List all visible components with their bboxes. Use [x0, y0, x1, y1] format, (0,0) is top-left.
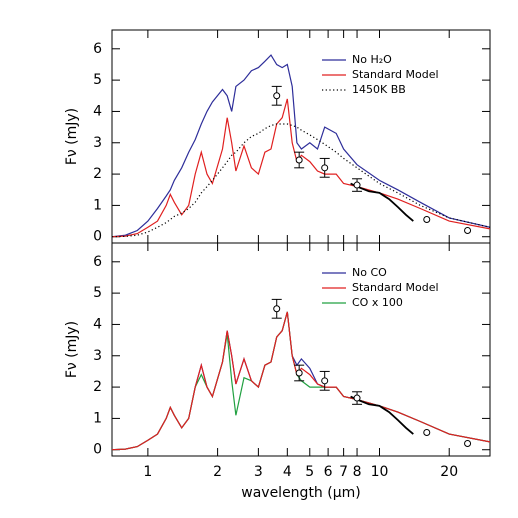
observation: [423, 429, 431, 437]
x-tick-label: 2: [213, 464, 222, 480]
y-tick-label: 6: [93, 41, 102, 57]
x-tick-label: 20: [440, 464, 458, 480]
x-tick-label: 6: [324, 464, 333, 480]
legend-label: 1450K BB: [352, 83, 406, 96]
observation: [295, 156, 303, 164]
y-tick-label: 2: [93, 166, 102, 182]
series-line: [112, 98, 490, 238]
y-axis-label: Fν (mJy): [64, 321, 80, 378]
x-tick-label: 5: [305, 464, 314, 480]
observation: [423, 216, 431, 224]
x-tick-label: 7: [339, 464, 348, 480]
y-tick-label: 5: [93, 285, 102, 301]
y-tick-label: 1: [93, 197, 102, 213]
observation: [321, 377, 329, 385]
y-axis-label: Fν (mJy): [64, 108, 80, 165]
legend-label: No H₂O: [352, 53, 392, 66]
y-tick-label: 5: [93, 72, 102, 88]
series-line: [112, 123, 490, 238]
x-tick-label: 8: [353, 464, 362, 480]
series-line: [112, 311, 490, 451]
series-line: [350, 182, 414, 222]
legend-label: No CO: [352, 266, 387, 279]
observation: [353, 394, 361, 402]
series-line: [350, 395, 414, 435]
x-tick-label: 4: [283, 464, 292, 480]
x-tick-label: 1: [143, 464, 152, 480]
x-axis-label: wavelength (μm): [241, 485, 360, 501]
legend-label: Standard Model: [352, 68, 439, 81]
legend-label: Standard Model: [352, 281, 439, 294]
y-tick-label: 0: [93, 442, 102, 458]
observation: [295, 369, 303, 377]
series-line: [112, 54, 490, 238]
y-tick-label: 1: [93, 410, 102, 426]
y-tick-label: 2: [93, 379, 102, 395]
observation: [353, 181, 361, 189]
y-tick-label: 3: [93, 348, 102, 364]
observation: [273, 305, 281, 313]
y-tick-label: 6: [93, 254, 102, 270]
observation: [321, 164, 329, 172]
observation: [464, 226, 472, 234]
y-tick-label: 4: [93, 103, 102, 119]
y-tick-label: 3: [93, 135, 102, 151]
y-tick-label: 0: [93, 229, 102, 245]
y-tick-label: 4: [93, 316, 102, 332]
plot-frame: [111, 242, 491, 457]
x-tick-label: 10: [371, 464, 389, 480]
legend-label: CO x 100: [352, 296, 403, 309]
observation: [464, 439, 472, 447]
x-tick-label: 3: [254, 464, 263, 480]
observation: [273, 92, 281, 100]
